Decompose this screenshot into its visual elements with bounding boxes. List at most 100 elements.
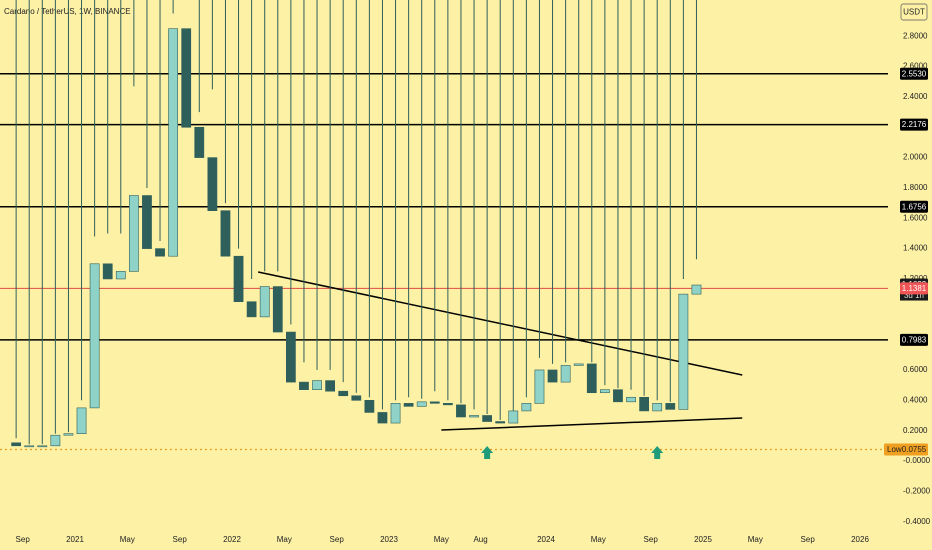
red-price-box (900, 282, 928, 295)
candle-body (259, 286, 270, 318)
candle-body (351, 395, 362, 401)
candle-body (63, 433, 74, 436)
candle-body (272, 286, 283, 333)
candle-body (76, 407, 87, 434)
y-tick-label: -0.2000 (903, 486, 931, 495)
y-tick-label: 1.4000 (903, 244, 928, 253)
candle-body (364, 400, 375, 413)
candle-body (207, 157, 218, 211)
x-tick-label: 2023 (380, 535, 398, 544)
y-tick-label: 2.0000 (903, 153, 928, 162)
candle-body (89, 263, 100, 409)
y-tick-label: 0.2000 (903, 426, 928, 435)
candle-body (299, 381, 309, 390)
candle-body (194, 126, 205, 158)
candle-body (547, 369, 558, 383)
candle-body (469, 415, 479, 418)
y-tick-label: 2.6000 (903, 62, 928, 71)
candle-body (599, 389, 610, 394)
candle-body (50, 434, 61, 447)
candle-body (495, 421, 506, 424)
candle-body (390, 403, 401, 424)
candle-body (285, 331, 296, 383)
candle-body (573, 363, 584, 366)
x-tick-label: May (434, 535, 449, 544)
arrow (481, 446, 494, 459)
candle-body (142, 195, 152, 249)
candle-body (377, 412, 388, 424)
level-box (900, 333, 928, 346)
countdown: 3d 1h (904, 291, 924, 300)
x-tick-label: May (277, 535, 292, 544)
y-tick-label: 2.4000 (903, 92, 928, 101)
candle-body (652, 403, 663, 412)
candle-body (416, 401, 427, 407)
candle-body (24, 445, 35, 448)
level-label: 0.7983 (902, 335, 927, 344)
trendline (441, 417, 743, 431)
candle-body (102, 263, 113, 280)
candle-body (691, 284, 702, 295)
candle-body (482, 415, 493, 422)
candle-body (325, 380, 336, 392)
level-box (900, 118, 928, 131)
x-tick-label: 2025 (694, 535, 712, 544)
candle-body (586, 363, 597, 394)
candle-body (521, 403, 532, 412)
low-label: 0.0755 (902, 445, 927, 454)
y-tick-label: 0.4000 (903, 395, 928, 404)
candle-body (403, 403, 414, 407)
candle-body (665, 403, 676, 410)
currency-box (900, 3, 928, 21)
x-tick-label: 2024 (537, 535, 555, 544)
candle-body (678, 293, 689, 410)
candle-body (442, 403, 453, 406)
candle-body (115, 271, 126, 280)
candle-body (128, 195, 139, 272)
x-tick-label: 2021 (66, 535, 84, 544)
arrow (651, 446, 664, 459)
x-tick-label: Sep (16, 535, 31, 544)
currency: USDT (903, 8, 925, 17)
x-tick-label: 2022 (223, 535, 241, 544)
x-tick-label: May (120, 535, 135, 544)
candle-body (233, 255, 244, 303)
x-tick-label: May (591, 535, 606, 544)
x-tick-label: Sep (801, 535, 816, 544)
x-tick-label: Aug (473, 535, 487, 544)
low-name: Low (887, 445, 902, 454)
candle-body (560, 365, 571, 383)
candle-body (613, 389, 623, 403)
candle-body (338, 390, 349, 397)
candle-body (220, 210, 231, 257)
candle-body (312, 380, 322, 390)
candle-body (534, 369, 545, 404)
candle-body (155, 248, 165, 257)
y-tick-label: 1.8000 (903, 183, 928, 192)
candle-body (11, 442, 22, 447)
low-box (884, 443, 928, 456)
countdown-box (900, 290, 928, 301)
candle-body (246, 301, 257, 318)
x-tick-label: Sep (173, 535, 188, 544)
level-label: 2.2176 (902, 120, 927, 129)
y-tick-label: -0.4000 (903, 517, 931, 526)
y-tick-label: 1.6000 (903, 213, 928, 222)
candle-body (626, 396, 636, 403)
candle-body (429, 401, 440, 404)
level-box (900, 67, 928, 80)
level-label: 1.6756 (902, 202, 927, 211)
level-label: 2.5530 (902, 69, 927, 78)
candle-body (508, 410, 519, 424)
candle-body (37, 445, 48, 448)
red-price-label: 1.1381 (902, 284, 927, 293)
x-tick-label: May (748, 535, 763, 544)
x-tick-label: Sep (330, 535, 345, 544)
candle-body (168, 28, 179, 257)
y-tick-label: -0.0000 (903, 456, 931, 465)
candle-body (639, 396, 650, 412)
x-tick-label: Sep (644, 535, 659, 544)
y-tick-label: 2.8000 (903, 31, 928, 40)
candle-body (456, 404, 466, 418)
